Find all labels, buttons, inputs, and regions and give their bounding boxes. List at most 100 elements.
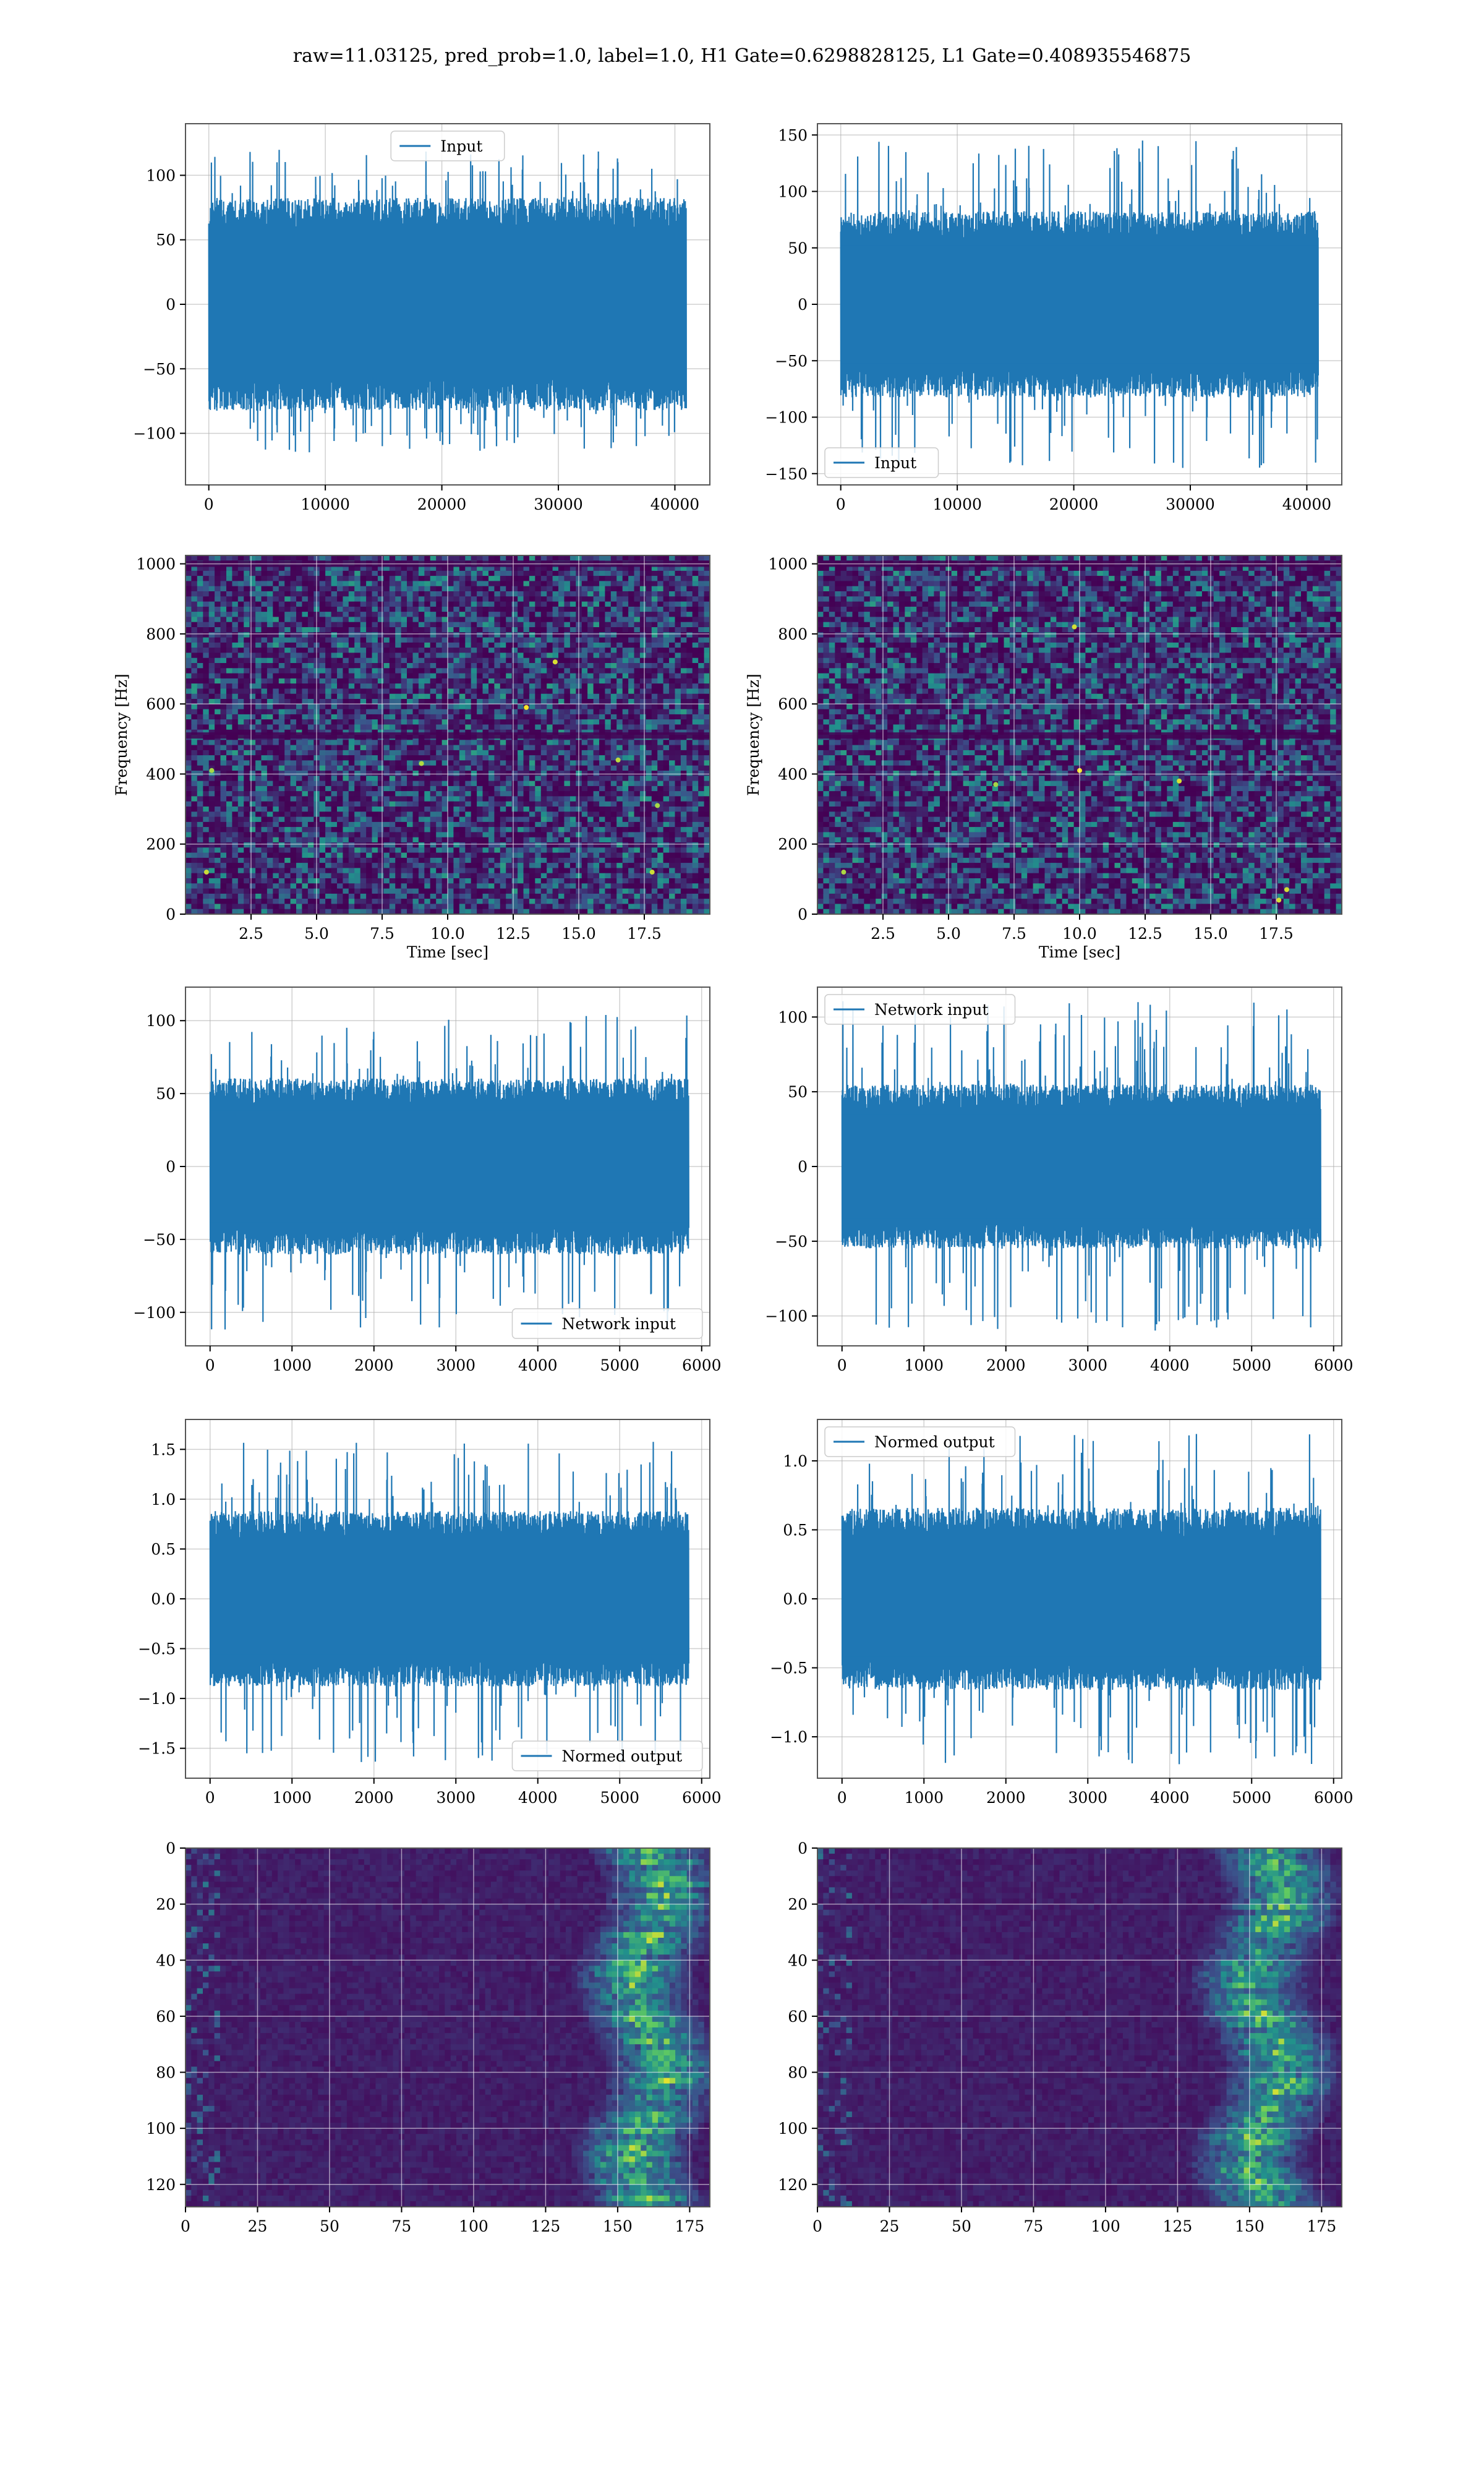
spectrogram-cell — [215, 657, 221, 664]
spectrogram-cell — [651, 821, 658, 828]
spectrogram-cell — [354, 678, 361, 684]
spectrogram-cell — [186, 827, 192, 833]
spectrogram-cell — [197, 653, 203, 659]
spectrogram-cell — [302, 765, 309, 771]
spectrogram-cell — [448, 816, 454, 823]
spectrogram-cell — [430, 801, 437, 807]
spectrogram-cell — [186, 760, 192, 766]
spectrogram-cell — [628, 755, 635, 761]
spectrogram-cell — [581, 586, 588, 592]
spectrogram-cell — [529, 642, 535, 648]
spectrogram-cell — [651, 653, 658, 659]
spectrogram-cell — [692, 714, 699, 720]
spectrogram-cell — [675, 668, 681, 674]
spectrogram-cell — [284, 596, 291, 602]
spectrogram-cell — [511, 632, 518, 638]
spectrogram-cell — [581, 596, 588, 602]
spectrogram-cell — [540, 704, 547, 710]
spectrogram-cell — [325, 612, 332, 617]
spectrogram-cell — [639, 827, 646, 833]
spectrogram-cell — [383, 683, 390, 689]
spectrogram-cell — [587, 663, 594, 669]
spectrogram-cell — [197, 637, 203, 643]
spectrogram-cell — [622, 801, 629, 807]
spectrogram-cell — [296, 653, 302, 659]
spectrogram-cell — [284, 555, 291, 561]
spectrogram-cell — [639, 555, 646, 561]
spectrogram-cell — [704, 801, 710, 807]
spectrogram-cell — [657, 785, 664, 792]
spectrogram-cell — [255, 750, 262, 756]
spectrogram-cell — [220, 760, 227, 766]
spectrogram-cell — [663, 740, 670, 746]
spectrogram-cell — [296, 663, 302, 669]
spectrogram-cell — [581, 811, 588, 818]
spectrogram-cell — [237, 601, 244, 607]
spectrogram-cell — [441, 570, 448, 576]
spectrogram-cell — [284, 576, 291, 581]
spectrogram-cell — [215, 709, 221, 715]
spectrogram-cell — [599, 627, 605, 633]
spectrogram-cell — [354, 673, 361, 679]
spectrogram-cell — [418, 581, 425, 587]
spectrogram-cell — [430, 724, 437, 730]
spectrogram-cell — [278, 755, 285, 761]
spectrogram-cell — [290, 555, 297, 561]
spectrogram-cell — [267, 801, 273, 807]
spectrogram-cell — [646, 745, 652, 751]
spectrogram-cell — [319, 709, 326, 715]
spectrogram-cell — [360, 714, 367, 720]
spectrogram-cell — [663, 596, 670, 602]
spectrogram-cell — [511, 622, 518, 628]
spectrogram-cell — [255, 785, 262, 792]
spectrogram-cell — [675, 699, 681, 704]
spectrogram-cell — [377, 760, 384, 766]
x-tick-label: 40000 — [650, 495, 700, 513]
spectrogram-cell — [581, 657, 588, 664]
spectrogram-cell — [348, 693, 355, 700]
spectrogram-cell — [215, 688, 221, 695]
spectrogram-cell — [186, 765, 192, 771]
spectrogram-cell — [261, 821, 268, 828]
spectrogram-cell — [547, 816, 553, 823]
spectrogram-cell — [448, 642, 454, 648]
spectrogram-cell — [232, 668, 239, 674]
spectrogram-cell — [704, 750, 710, 756]
spectrogram-cell — [354, 781, 361, 787]
spectrogram-cell — [441, 596, 448, 602]
spectrogram-cell — [558, 617, 565, 623]
spectrogram-cell — [704, 719, 710, 725]
spectrogram-cell — [325, 683, 332, 689]
spectrogram-cell — [488, 771, 495, 776]
spectrogram-cell — [331, 627, 338, 633]
spectrogram-cell — [208, 617, 215, 623]
spectrogram-cell — [448, 750, 454, 756]
spectrogram-cell — [646, 596, 652, 602]
spectrogram-cell — [307, 657, 314, 664]
spectrogram-cell — [441, 617, 448, 623]
spectrogram-cell — [587, 765, 594, 771]
spectrogram-cell — [307, 683, 314, 689]
spectrogram-cell — [500, 807, 506, 812]
spectrogram-cell — [226, 827, 232, 833]
spectrogram-cell — [686, 617, 693, 623]
spectrogram-cell — [401, 791, 407, 797]
spectrogram-cell — [459, 637, 466, 643]
spectrogram-cell — [337, 606, 343, 612]
spectrogram-cell — [540, 796, 547, 802]
spectrogram-cell — [569, 781, 576, 787]
spectrogram-cell — [529, 586, 535, 592]
spectrogram-cell — [441, 678, 448, 684]
spectrogram-cell — [296, 688, 302, 695]
spectrogram-cell — [459, 612, 466, 617]
spectrogram-cell — [191, 688, 198, 695]
spectrogram-cell — [605, 827, 612, 833]
spectrogram-cell — [453, 673, 460, 679]
y-tick-label: −50 — [143, 360, 176, 378]
spectrogram-cell — [366, 699, 373, 704]
spectrogram-cell — [343, 796, 349, 802]
spectrogram-cell — [244, 581, 250, 587]
spectrogram-cell — [244, 796, 250, 802]
spectrogram-cell — [372, 791, 378, 797]
spectrogram-cell — [372, 724, 378, 730]
